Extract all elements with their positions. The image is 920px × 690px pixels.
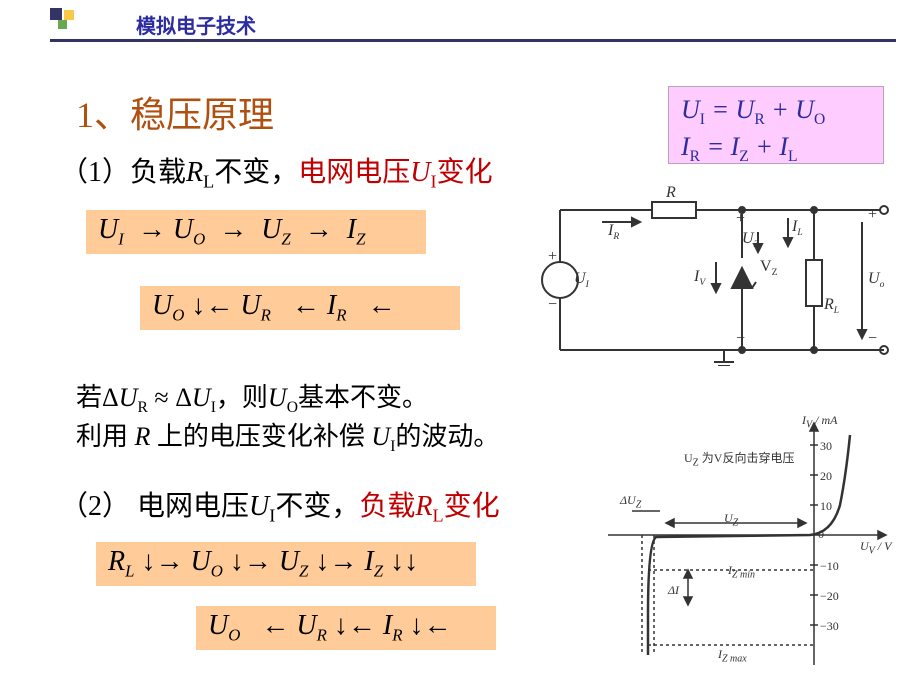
eq-kcl: IR = IZ + IL bbox=[681, 130, 871, 167]
sub1-var1-sub: L bbox=[203, 172, 214, 192]
header-rule bbox=[50, 39, 896, 42]
ytick-n10: −10 bbox=[820, 559, 839, 574]
equation-box-kvl-kcl: UI = UR + UO IR = IZ + IL bbox=[668, 86, 884, 164]
sub1-prefix: （1）负载 bbox=[60, 157, 186, 188]
label-IR: IR bbox=[608, 222, 619, 242]
plus-uo: + bbox=[868, 206, 877, 224]
minus-ui: − bbox=[548, 296, 557, 314]
explanation-line-1: 若ΔUR ≈ ΔUI，则UO基本不变。 bbox=[76, 380, 499, 419]
sub2-var2-sub: L bbox=[432, 506, 443, 526]
sub1-mid: 不变， bbox=[214, 157, 298, 188]
reasoning-chain-3: RL ↓→ UO ↓→ UZ ↓→ IZ ↓↓ bbox=[96, 542, 476, 586]
ytick-n30: −30 bbox=[820, 619, 839, 634]
reasoning-chain-1: UI → UO → UZ → IZ bbox=[86, 210, 426, 254]
graph-ylabel: IV / mA bbox=[802, 413, 837, 430]
ytick-30: 30 bbox=[820, 439, 832, 454]
plus-ui: + bbox=[548, 248, 557, 266]
header-accent-icon bbox=[50, 8, 88, 32]
label-VZ: VZ bbox=[760, 258, 777, 278]
explanation-text: 若ΔUR ≈ ΔUI，则UO基本不变。 利用 R 上的电压变化补偿 UI的波动。 bbox=[76, 380, 499, 458]
label-IL: IL bbox=[792, 218, 803, 238]
ytick-20: 20 bbox=[820, 469, 832, 484]
sub1-red-prefix: 电网电压 bbox=[298, 157, 410, 188]
zener-iv-curve: IV / mA UV / V 30 20 10 0 −10 −20 −30 UZ… bbox=[588, 415, 898, 670]
label-UO: Uo bbox=[868, 270, 884, 290]
minus-uo: − bbox=[868, 330, 877, 348]
course-title: 模拟电子技术 bbox=[136, 10, 256, 39]
subheading-1: （1）负载RL不变，电网电压UI变化 bbox=[60, 150, 493, 193]
sub1-var1: R bbox=[186, 157, 203, 188]
subheading-2: （2） 电网电压UI不变，负载RL变化 bbox=[60, 484, 500, 527]
label-UZ: UZ bbox=[742, 230, 759, 250]
sub2-prefix: （2） 电网电压 bbox=[60, 491, 249, 522]
label-R: R bbox=[666, 184, 676, 202]
sub1-red-suffix: 变化 bbox=[437, 157, 493, 188]
graph-izmin: IZ min bbox=[728, 563, 755, 580]
explanation-line-2: 利用 R 上的电压变化补偿 UI的波动。 bbox=[76, 419, 499, 458]
ytick-n20: −20 bbox=[820, 589, 839, 604]
sub2-var2: R bbox=[415, 491, 432, 522]
plus-uz: + bbox=[736, 210, 745, 228]
label-IV: IV bbox=[694, 268, 705, 288]
sub1-var2: U bbox=[410, 157, 430, 188]
slide-header: 模拟电子技术 bbox=[0, 0, 920, 42]
sub2-mid: 不变， bbox=[275, 491, 359, 522]
sub2-red-suffix: 变化 bbox=[444, 491, 500, 522]
ytick-0: 0 bbox=[818, 527, 824, 542]
graph-di: ΔI bbox=[668, 583, 679, 598]
label-RL: RL bbox=[824, 296, 839, 316]
ytick-10: 10 bbox=[820, 499, 832, 514]
sub2-var1: U bbox=[249, 491, 269, 522]
eq-kvl: UI = UR + UO bbox=[681, 93, 871, 130]
reasoning-chain-4: UO ← UR ↓← IR ↓← bbox=[196, 606, 496, 650]
circuit-svg bbox=[514, 192, 898, 366]
graph-uz: UZ bbox=[724, 511, 738, 528]
graph-annot-breakdown: UZ 为V反向击穿电压 bbox=[684, 449, 794, 468]
label-UI: UI bbox=[574, 270, 589, 290]
minus-uz: − bbox=[736, 330, 745, 348]
graph-xlabel: UV / V bbox=[860, 539, 891, 556]
reasoning-chain-2: UO ↓← UR ← IR ← bbox=[140, 286, 460, 330]
zener-regulator-circuit: IR R UZ IL VZ IV RL UI Uo + − + + − − bbox=[514, 192, 898, 366]
section-title: 1、稳压原理 bbox=[76, 86, 274, 138]
graph-duz: ΔUZ bbox=[620, 493, 641, 510]
sub2-red-prefix: 负载 bbox=[359, 491, 415, 522]
graph-izmax: IZ max bbox=[718, 647, 747, 664]
